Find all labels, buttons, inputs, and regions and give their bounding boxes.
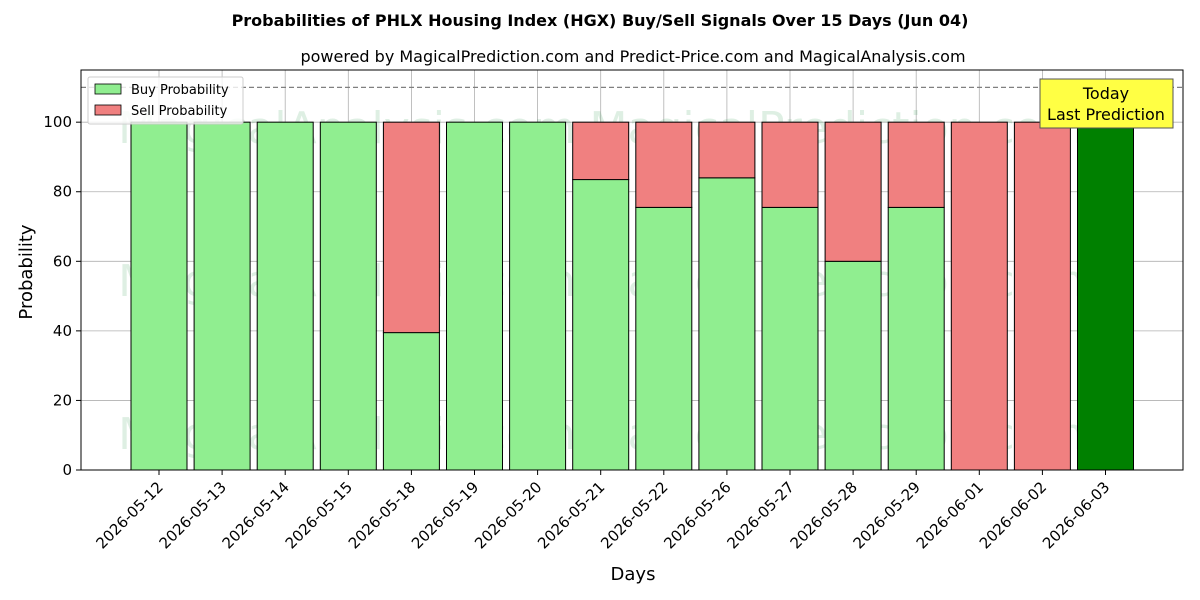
bar-sell <box>824 121 882 262</box>
x-tick-label: 2026-05-13 <box>156 478 230 552</box>
legend-swatch-sell <box>94 104 122 116</box>
y-tick-label: 20 <box>53 391 72 409</box>
x-tick-label: 2026-05-26 <box>660 478 734 552</box>
y-tick-label: 100 <box>43 113 72 131</box>
x-tick-label: 2026-05-27 <box>723 478 797 552</box>
bar-buy <box>572 179 630 471</box>
bar-buy <box>130 121 188 471</box>
bar-buy <box>635 206 693 471</box>
today-annotation: Today Last Prediction <box>1039 78 1174 129</box>
bar-sell <box>635 121 693 208</box>
x-tick-label: 2026-05-19 <box>408 478 482 552</box>
bar-buy <box>824 260 882 471</box>
bar-buy <box>509 121 567 471</box>
x-tick-label: 2026-05-21 <box>534 478 608 552</box>
bar-sell <box>572 121 630 181</box>
x-tick-label: 2026-06-01 <box>913 478 987 552</box>
x-axis-ticks: 2026-05-122026-05-132026-05-142026-05-15… <box>92 470 1113 552</box>
legend-label-buy: Buy Probability <box>131 83 229 98</box>
bar-sell <box>887 121 945 208</box>
annotation-line2: Last Prediction <box>1047 105 1165 124</box>
legend: Buy Probability Sell Probability <box>87 76 244 125</box>
annotation-box <box>1039 78 1174 129</box>
x-tick-label: 2026-05-12 <box>92 478 166 552</box>
x-axis-label: Days <box>611 564 656 585</box>
bar-buy <box>887 206 945 471</box>
x-tick-label: 2026-05-18 <box>345 478 419 552</box>
bar-buy <box>382 332 440 471</box>
legend-swatch-buy <box>94 83 122 95</box>
bar-buy <box>1077 121 1134 471</box>
y-tick-label: 0 <box>62 461 72 479</box>
x-tick-label: 2026-06-03 <box>1039 478 1113 552</box>
x-tick-label: 2026-05-29 <box>850 478 924 552</box>
y-axis-ticks: 0 20 40 60 80 100 <box>43 113 81 479</box>
bar-buy <box>698 177 756 471</box>
y-tick-label: 60 <box>53 252 72 270</box>
x-tick-label: 2026-05-15 <box>282 478 356 552</box>
plot-frame <box>80 69 1184 471</box>
chart-subtitle: powered by MagicalPrediction.com and Pre… <box>300 47 965 66</box>
bar-sell <box>698 121 756 179</box>
chart-title: Probabilities of PHLX Housing Index (HGX… <box>232 11 969 30</box>
x-tick-label: 2026-05-28 <box>787 478 861 552</box>
y-axis-label: Probability <box>16 224 37 319</box>
bar-buy <box>319 121 377 471</box>
annotation-line1: Today <box>1082 84 1129 103</box>
bar-sell <box>382 121 440 334</box>
bar-sell <box>1013 121 1071 471</box>
x-tick-label: 2026-06-02 <box>976 478 1050 552</box>
x-tick-label: 2026-05-22 <box>597 478 671 552</box>
y-tick-label: 80 <box>53 183 72 201</box>
bar-buy <box>761 206 819 471</box>
bar-buy <box>446 121 503 471</box>
bar-buy <box>256 121 314 471</box>
bars <box>130 121 1134 471</box>
y-tick-label: 40 <box>53 322 72 340</box>
x-tick-label: 2026-05-14 <box>219 478 293 552</box>
bar-sell <box>761 121 819 208</box>
x-tick-label: 2026-05-20 <box>471 478 545 552</box>
legend-frame <box>87 76 244 125</box>
bar-buy <box>193 121 251 471</box>
bar-sell <box>950 121 1008 471</box>
legend-label-sell: Sell Probability <box>131 104 228 119</box>
